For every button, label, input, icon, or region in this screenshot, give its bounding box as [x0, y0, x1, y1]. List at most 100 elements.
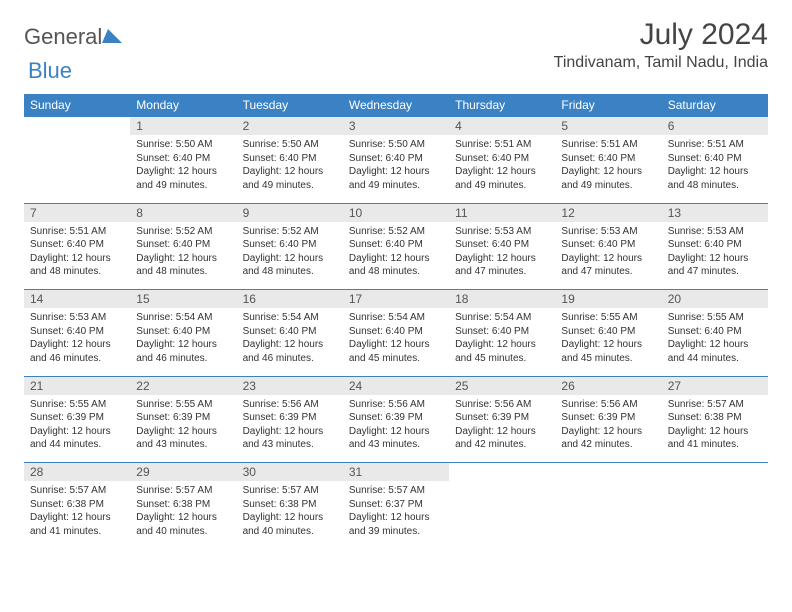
sunrise-text: Sunrise: 5:54 AM — [243, 311, 337, 325]
sunrise-text: Sunrise: 5:57 AM — [243, 484, 337, 498]
sunset-text: Sunset: 6:40 PM — [455, 238, 549, 252]
sunrise-text: Sunrise: 5:56 AM — [561, 398, 655, 412]
day-content-row: Sunrise: 5:53 AMSunset: 6:40 PMDaylight:… — [24, 308, 768, 376]
day-content-cell: Sunrise: 5:55 AMSunset: 6:40 PMDaylight:… — [662, 308, 768, 376]
day-content-cell — [449, 481, 555, 549]
daylight-text: Daylight: 12 hours and 42 minutes. — [455, 425, 549, 452]
day-number-cell: 7 — [24, 203, 130, 222]
sunrise-text: Sunrise: 5:51 AM — [668, 138, 762, 152]
day-content-cell: Sunrise: 5:55 AMSunset: 6:39 PMDaylight:… — [24, 395, 130, 463]
sunrise-text: Sunrise: 5:55 AM — [668, 311, 762, 325]
sunset-text: Sunset: 6:40 PM — [668, 152, 762, 166]
sunrise-text: Sunrise: 5:57 AM — [349, 484, 443, 498]
daylight-text: Daylight: 12 hours and 43 minutes. — [349, 425, 443, 452]
daylight-text: Daylight: 12 hours and 46 minutes. — [243, 338, 337, 365]
day-content-cell — [662, 481, 768, 549]
sunset-text: Sunset: 6:40 PM — [136, 325, 230, 339]
daylight-text: Daylight: 12 hours and 49 minutes. — [561, 165, 655, 192]
day-number-cell: 15 — [130, 290, 236, 309]
sunset-text: Sunset: 6:39 PM — [561, 411, 655, 425]
sunrise-text: Sunrise: 5:54 AM — [455, 311, 549, 325]
day-number-cell: 6 — [662, 117, 768, 136]
day-content-cell: Sunrise: 5:56 AMSunset: 6:39 PMDaylight:… — [237, 395, 343, 463]
daylight-text: Daylight: 12 hours and 49 minutes. — [243, 165, 337, 192]
logo-text-2: Blue — [28, 58, 72, 83]
daylight-text: Daylight: 12 hours and 48 minutes. — [136, 252, 230, 279]
sunset-text: Sunset: 6:40 PM — [349, 152, 443, 166]
weekday-header-row: Sunday Monday Tuesday Wednesday Thursday… — [24, 94, 768, 117]
sunrise-text: Sunrise: 5:55 AM — [136, 398, 230, 412]
day-content-cell: Sunrise: 5:50 AMSunset: 6:40 PMDaylight:… — [130, 135, 236, 203]
sunset-text: Sunset: 6:38 PM — [30, 498, 124, 512]
day-content-row: Sunrise: 5:57 AM Sunset: 6:38 PM Daylight:… — [24, 481, 768, 549]
day-number-cell — [662, 463, 768, 482]
daylight-text: Daylight: 12 hours and 49 minutes. — [455, 165, 549, 192]
sunrise-text: Sunrise: 5:51 AM — [561, 138, 655, 152]
day-content-cell: Sunrise: 5:57 AMSunset: 6:38 PMDaylight:… — [237, 481, 343, 549]
sunset-text: Sunset: 6:40 PM — [136, 238, 230, 252]
sunset-text: Sunset: 6:39 PM — [30, 411, 124, 425]
sunset-text: Sunset: 6:40 PM — [561, 325, 655, 339]
day-content-row: Sunrise: 5:51 AMSunset: 6:40 PMDaylight:… — [24, 222, 768, 290]
daylight-text: Daylight: 12 hours and 48 minutes. — [349, 252, 443, 279]
day-content-cell: Sunrise: 5:50 AMSunset: 6:40 PMDaylight:… — [343, 135, 449, 203]
sunset-text: Sunset: 6:40 PM — [30, 325, 124, 339]
sunrise-text: Sunrise: 5:53 AM — [668, 225, 762, 239]
daylight-text: Daylight: 12 hours and 48 minutes. — [668, 165, 762, 192]
day-number-cell: 21 — [24, 376, 130, 395]
sunset-text: Sunset: 6:40 PM — [243, 325, 337, 339]
day-number-cell: 1 — [130, 117, 236, 136]
daylight-text: Daylight: 12 hours and 40 minutes. — [136, 511, 230, 538]
day-content-cell: Sunrise: 5:51 AMSunset: 6:40 PMDaylight:… — [662, 135, 768, 203]
day-number-cell: 31 — [343, 463, 449, 482]
sunset-text: Sunset: 6:40 PM — [243, 238, 337, 252]
day-number-cell: 5 — [555, 117, 661, 136]
daylight-text: Daylight: 12 hours and 42 minutes. — [561, 425, 655, 452]
day-number-cell: 9 — [237, 203, 343, 222]
daylight-text: Daylight: 12 hours and 47 minutes. — [668, 252, 762, 279]
sunset-text: Sunset: 6:40 PM — [455, 325, 549, 339]
sunrise-text: Sunrise: 5:56 AM — [455, 398, 549, 412]
day-number-row: 123456 — [24, 117, 768, 136]
sunset-text: Sunset: 6:40 PM — [668, 325, 762, 339]
day-number-row: 78910111213 — [24, 203, 768, 222]
day-number-cell: 14 — [24, 290, 130, 309]
day-content-cell: Sunrise: 5:53 AMSunset: 6:40 PMDaylight:… — [449, 222, 555, 290]
day-number-cell: 4 — [449, 117, 555, 136]
calendar-body: 123456Sunrise: 5:50 AMSunset: 6:40 PMDay… — [24, 117, 768, 550]
weekday-header: Friday — [555, 94, 661, 117]
logo-text-1: General — [24, 24, 102, 50]
sunset-text: Sunset: 6:40 PM — [668, 238, 762, 252]
day-content-cell: Sunrise: 5:53 AMSunset: 6:40 PMDaylight:… — [555, 222, 661, 290]
sunset-text: Sunset: 6:37 PM — [349, 498, 443, 512]
sunset-text: Sunset: 6:40 PM — [349, 325, 443, 339]
sunrise-text: Sunrise: 5:56 AM — [349, 398, 443, 412]
day-content-cell: Sunrise: 5:57 AMSunset: 6:38 PMDaylight:… — [24, 481, 130, 549]
day-number-cell: 30 — [237, 463, 343, 482]
sunrise-text: Sunrise: 5:50 AM — [243, 138, 337, 152]
daylight-text: Daylight: 12 hours and 40 minutes. — [243, 511, 337, 538]
day-content-cell: Sunrise: 5:52 AMSunset: 6:40 PMDaylight:… — [237, 222, 343, 290]
sunrise-text: Sunrise: 5:53 AM — [30, 311, 124, 325]
day-content-cell: Sunrise: 5:52 AMSunset: 6:40 PMDaylight:… — [130, 222, 236, 290]
sunrise-text: Sunrise: 5:52 AM — [243, 225, 337, 239]
weekday-header: Wednesday — [343, 94, 449, 117]
daylight-text: Daylight: 12 hours and 43 minutes. — [136, 425, 230, 452]
sunset-text: Sunset: 6:39 PM — [349, 411, 443, 425]
day-number-cell — [449, 463, 555, 482]
logo-triangle-icon — [102, 27, 122, 48]
daylight-text: Daylight: 12 hours and 49 minutes. — [136, 165, 230, 192]
day-number-cell: 25 — [449, 376, 555, 395]
day-number-cell: 11 — [449, 203, 555, 222]
sunrise-text: Sunrise: 5:51 AM — [455, 138, 549, 152]
daylight-text: Daylight: 12 hours and 44 minutes. — [30, 425, 124, 452]
day-number-cell: 27 — [662, 376, 768, 395]
daylight-text: Daylight: 12 hours and 45 minutes. — [561, 338, 655, 365]
day-content-cell: Sunrise: 5:53 AMSunset: 6:40 PMDaylight:… — [24, 308, 130, 376]
day-number-cell: 8 — [130, 203, 236, 222]
day-number-row: 14151617181920 — [24, 290, 768, 309]
location: Tindivanam, Tamil Nadu, India — [554, 54, 768, 72]
day-number-cell: 26 — [555, 376, 661, 395]
day-content-cell: Sunrise: 5:56 AMSunset: 6:39 PMDaylight:… — [343, 395, 449, 463]
weekday-header: Thursday — [449, 94, 555, 117]
